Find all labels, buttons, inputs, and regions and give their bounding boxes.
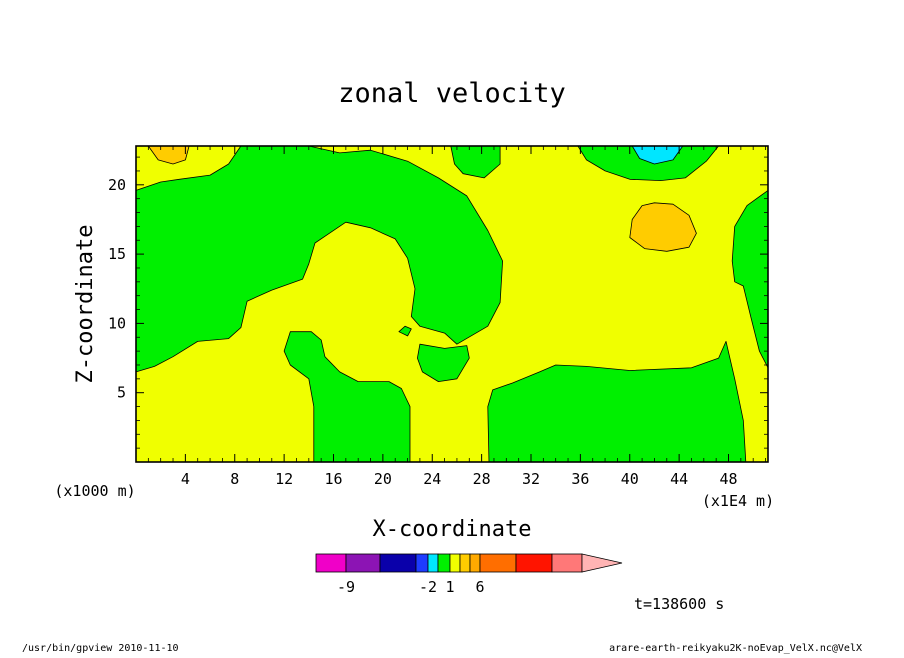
colorbar-box [449,553,461,573]
colorbar-box [515,553,553,573]
x-tick-label: 28 [473,470,491,488]
colorbar-box [315,553,347,573]
x-tick-label: 8 [230,470,239,488]
y-unit-label: (x1000 m) [54,482,135,500]
colorbar-box [427,553,439,573]
x-tick-label: 4 [181,470,190,488]
plot-frame [135,145,769,463]
colorbar-box [479,553,517,573]
colorbar-label: -9 [337,578,355,596]
contour-regions [135,145,769,463]
colorbar-box [459,553,471,573]
contour-region-7 [577,145,719,182]
colorbar-arrow [581,553,623,573]
x-tick-label: 36 [571,470,589,488]
x-tick-label: 12 [275,470,293,488]
colorbar-label: 6 [475,578,484,596]
x-unit-label: (x1E4 m) [702,492,774,510]
x-axis: 4 8 12 16 20 24 28 32 36 40 44 48 [147,146,766,488]
contour-region-5 [731,189,769,369]
y-tick-label: 20 [108,176,126,194]
x-tick-label: 20 [374,470,392,488]
x-axis-title: X-coordinate [373,517,532,542]
colorbar-box [379,553,417,573]
plot-area [135,145,769,463]
x-tick-label: 48 [719,470,737,488]
x-tick-label: 24 [423,470,441,488]
colorbar-box [345,553,381,573]
contour-region-3 [416,343,470,383]
contour-region-2 [283,331,411,463]
y-tick-label: 15 [108,245,126,263]
colorbar-label: -2 [419,578,437,596]
time-label: t=138600 s [634,595,724,613]
colorbar: -9 -2 1 6 [315,553,623,596]
y-tick-label: 5 [117,384,126,402]
colorbar-box [551,553,583,573]
footer-right: arare-earth-reikyaku2K-noEvap_VelX.nc@Ve… [609,643,862,654]
y-axis-title: Z-coordinate [73,225,98,384]
x-tick-label: 16 [324,470,342,488]
colorbar-label: 1 [445,578,454,596]
colorbar-box [469,553,481,573]
x-tick-label: 32 [522,470,540,488]
y-axis: 5 10 15 20 [108,156,768,449]
footer-left: /usr/bin/gpview 2010-11-10 [22,643,179,654]
chart-title: zonal velocity [338,78,566,109]
x-tick-label: 40 [621,470,639,488]
contour-region-8 [398,325,412,337]
contour-region-4 [487,340,747,463]
contour-region-9 [629,202,697,252]
y-tick-label: 10 [108,314,126,332]
x-tick-label: 44 [670,470,688,488]
colorbar-box [437,553,451,573]
colorbar-box [415,553,429,573]
